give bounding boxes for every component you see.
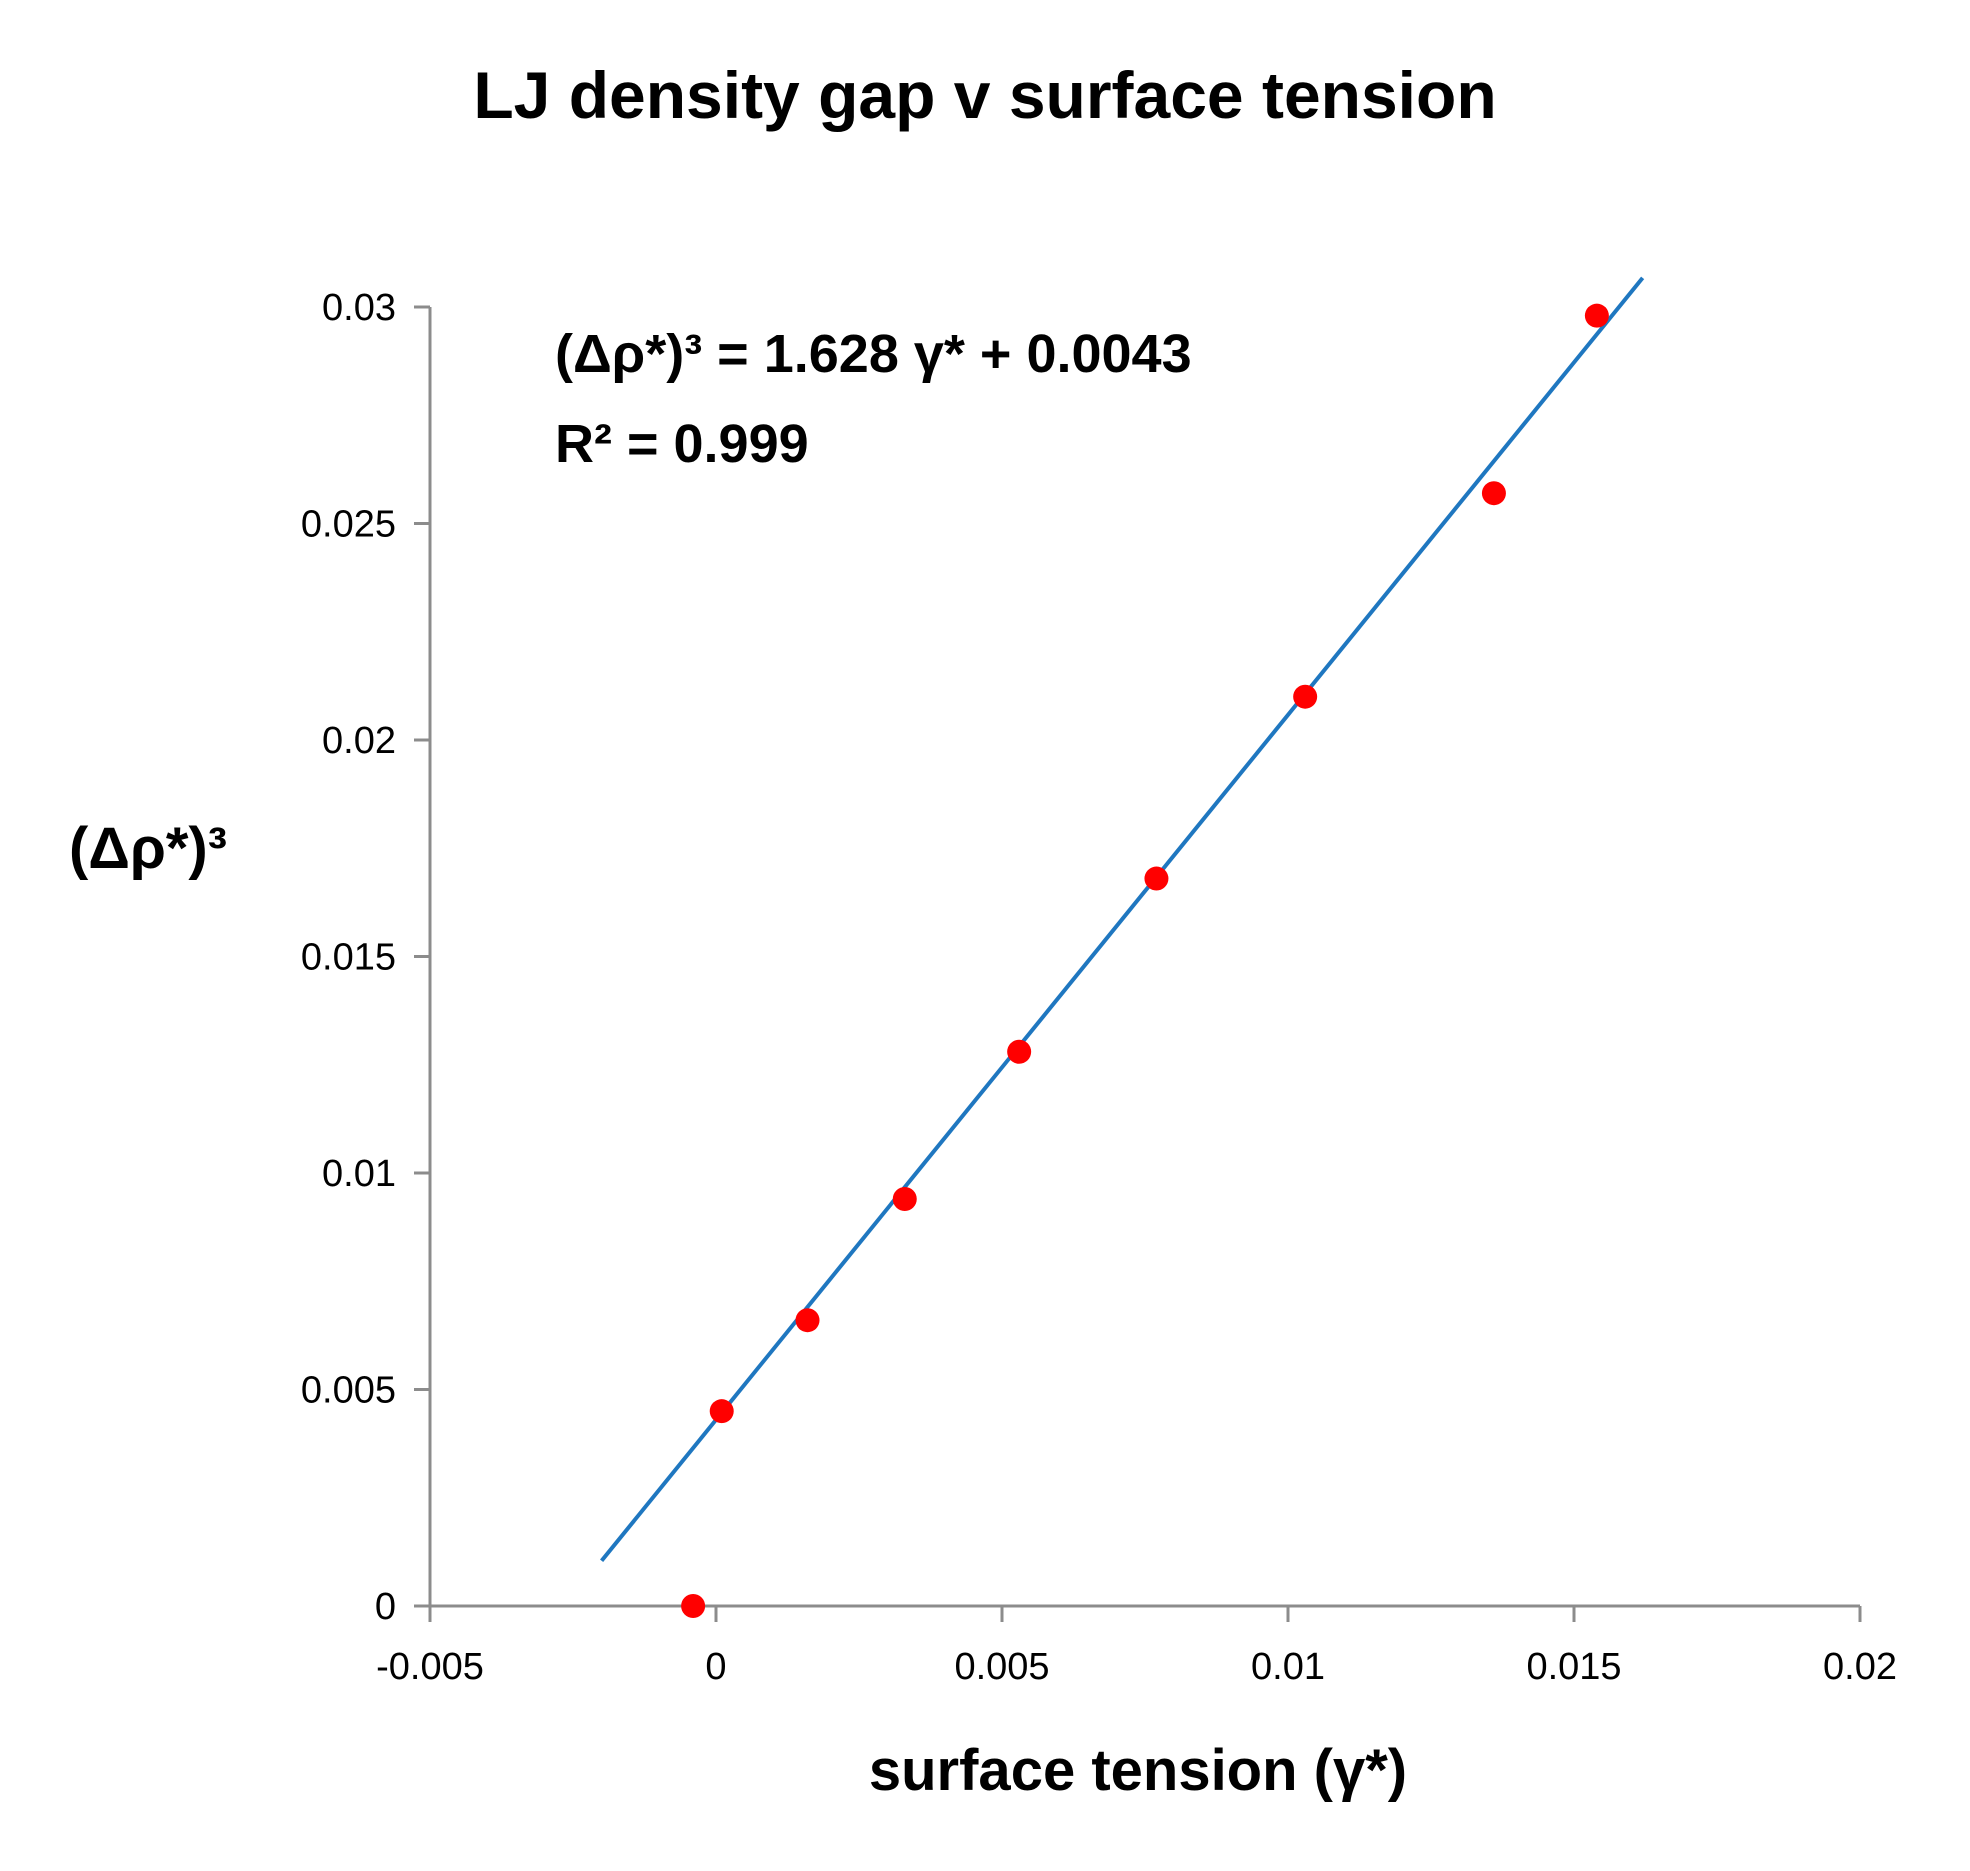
y-tick-label: 0.02 [322, 720, 396, 762]
x-tick-label: 0.015 [1526, 1646, 1621, 1688]
x-tick-label: 0 [705, 1646, 726, 1688]
x-axis-title: surface tension (γ*) [869, 1738, 1407, 1803]
data-points-layer [681, 303, 1609, 1618]
data-point [709, 1399, 734, 1424]
trendline-layer [600, 276, 1645, 1563]
data-point [795, 1308, 820, 1333]
r-squared-label: R² = 0.999 [555, 414, 809, 474]
y-tick-label: 0.015 [301, 937, 396, 979]
y-tick-label: 0.005 [301, 1370, 396, 1412]
data-point [892, 1186, 917, 1211]
data-point [1293, 684, 1318, 709]
data-point [681, 1594, 706, 1618]
data-point [1481, 481, 1506, 506]
x-tick-label: 0.005 [954, 1646, 1049, 1688]
data-point [1144, 866, 1169, 891]
y-tick-label: 0.025 [301, 504, 396, 546]
axes: 0 0.005 0.01 0.015 0.02 0.025 0.03 -0.005 0 0.005… [301, 287, 1897, 1688]
data-point [1007, 1039, 1032, 1064]
x-tick-label: -0.005 [376, 1646, 484, 1688]
regression-equation: (Δρ*)³ = 1.628 γ* + 0.0043 [555, 324, 1192, 384]
data-point [1584, 303, 1609, 328]
x-tick-label: 0.01 [1251, 1646, 1325, 1688]
y-tick-label: 0 [375, 1586, 396, 1628]
trendline [600, 276, 1645, 1563]
y-tick-label: 0.01 [322, 1153, 396, 1195]
y-axis-title: (Δρ*)³ [69, 816, 227, 881]
y-tick-label: 0.03 [322, 287, 396, 329]
x-tick-label: 0.02 [1823, 1646, 1897, 1688]
chart-title: LJ density gap v surface tension [473, 58, 1496, 132]
